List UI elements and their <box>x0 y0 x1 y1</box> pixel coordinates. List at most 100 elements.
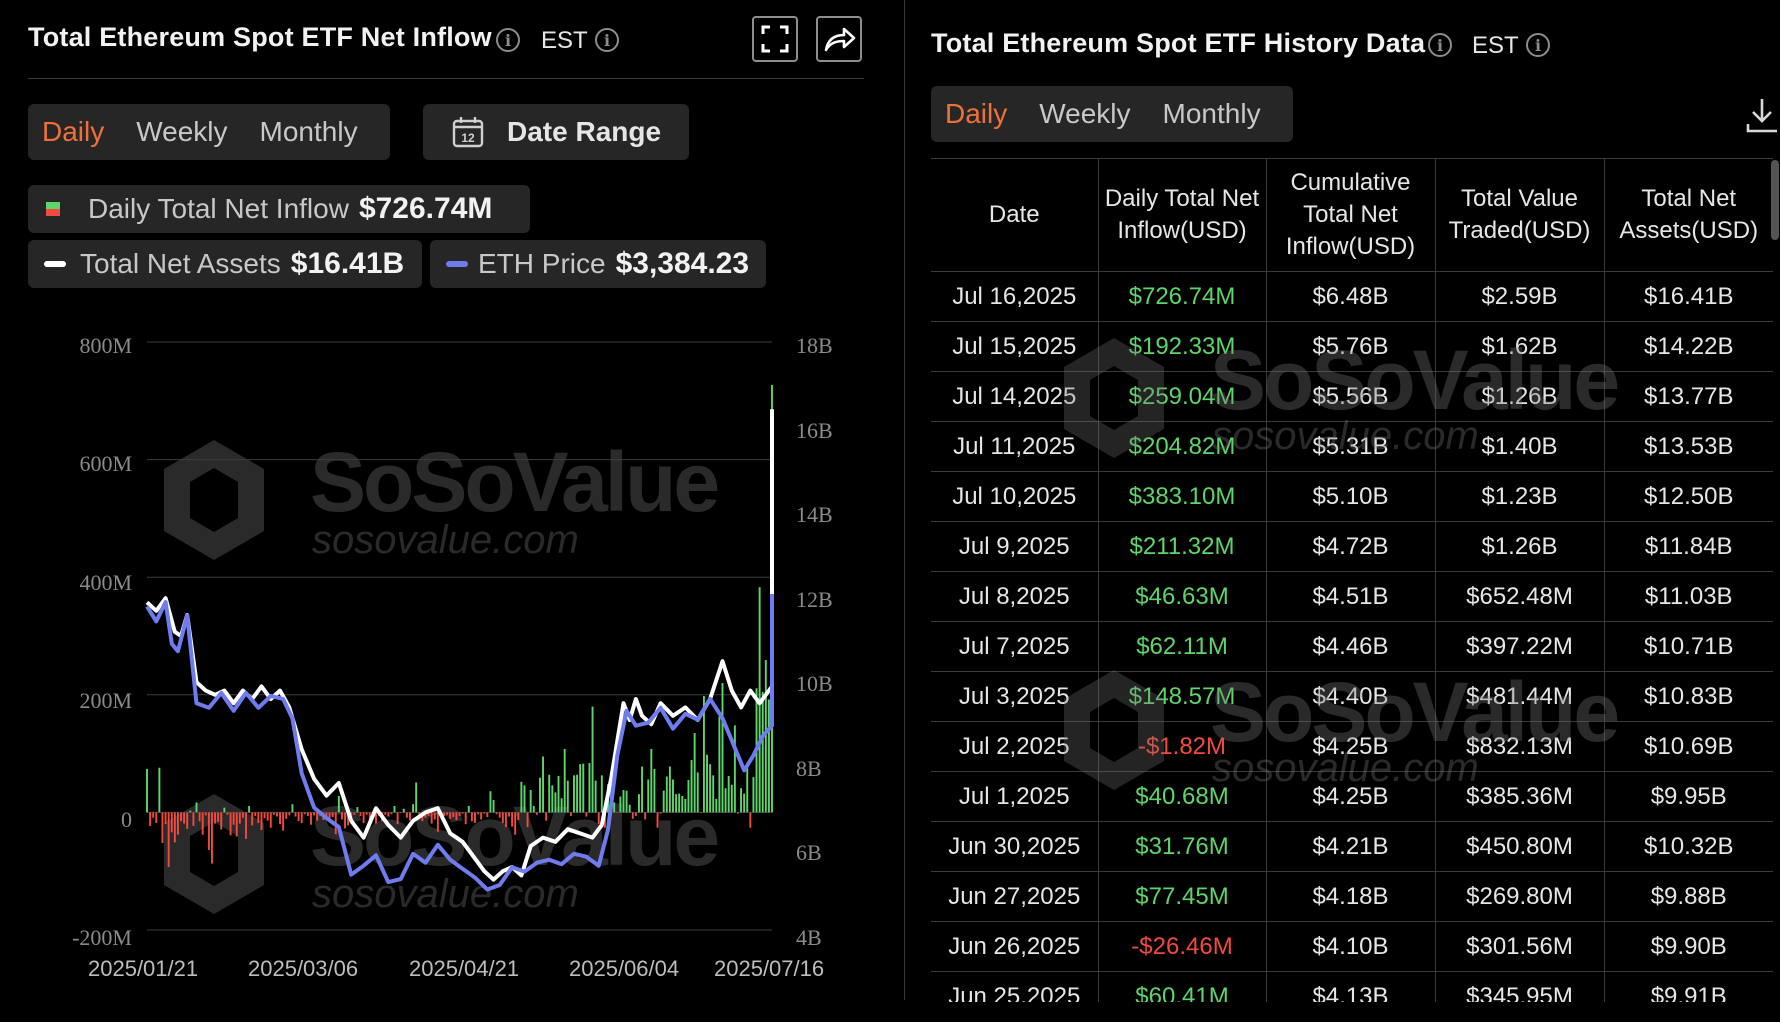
date-cell: Jul 11,2025 <box>931 421 1099 472</box>
inflow-bar <box>535 812 538 815</box>
date-range-label: Date Range <box>507 116 662 147</box>
inflow-bar <box>353 812 356 815</box>
inflow-bar <box>690 760 693 813</box>
y-right-tick: 8B <box>796 756 822 781</box>
cumulative-cell: $5.56B <box>1266 371 1436 422</box>
table-row[interactable]: Jul 15,2025 $192.33M $5.76B $1.62B $14.22B <box>931 321 1773 372</box>
inflow-cell: -$26.46M <box>1098 921 1267 972</box>
inflow-bar <box>659 812 662 814</box>
table-scrollbar[interactable] <box>1771 160 1779 240</box>
download-icon[interactable] <box>1745 96 1779 134</box>
inflow-bar <box>146 768 148 813</box>
watermark-site: sosovalue.com <box>312 872 579 916</box>
assets-cell: $13.77B <box>1604 371 1773 422</box>
history-table-container[interactable]: Date Daily Total Net Inflow(USD) Cumulat… <box>931 158 1773 1002</box>
table-row[interactable]: Jun 25,2025 $60.41M $4.13B $345.95M $9.91B <box>931 971 1773 1002</box>
chart-title: Total Ethereum Spot ETF Net Inflow <box>28 22 492 52</box>
inflow-bar <box>303 812 306 815</box>
inflow-bar <box>359 812 362 816</box>
tab-monthly[interactable]: Monthly <box>1162 98 1261 129</box>
table-row[interactable]: Jul 9,2025 $211.32M $4.72B $1.26B $11.84B <box>931 521 1773 572</box>
inflow-cell: $31.76M <box>1098 821 1267 872</box>
table-row[interactable]: Jun 30,2025 $31.76M $4.21B $450.80M $10.32B <box>931 821 1773 872</box>
table-row[interactable]: Jun 27,2025 $77.45M $4.18B $269.80M $9.88B <box>931 871 1773 922</box>
col-value-traded[interactable]: Total Value Traded(USD) <box>1435 159 1605 272</box>
fullscreen-button[interactable] <box>752 16 798 62</box>
date-cell: Jul 1,2025 <box>931 771 1099 822</box>
inflow-bar <box>375 812 377 824</box>
date-cell: Jul 16,2025 <box>931 271 1099 322</box>
tab-daily[interactable]: Daily <box>945 98 1008 129</box>
tab-weekly[interactable]: Weekly <box>1039 98 1131 129</box>
inflow-bar <box>508 812 510 817</box>
inflow-bar <box>245 812 247 839</box>
assets-cell: $14.22B <box>1604 321 1773 372</box>
calendar-day: 12 <box>461 131 475 145</box>
inflow-bar <box>251 812 254 826</box>
inflow-bar <box>672 779 674 813</box>
table-row[interactable]: Jul 11,2025 $204.82M $5.31B $1.40B $13.53B <box>931 421 1773 472</box>
assets-cell: $10.32B <box>1604 821 1773 872</box>
inflow-bar <box>557 775 560 813</box>
inflow-bar <box>616 812 619 813</box>
traded-cell: $481.44M <box>1435 671 1605 722</box>
table-row[interactable]: Jul 1,2025 $40.68M $4.25B $385.36M $9.95B <box>931 771 1773 822</box>
inflow-bar <box>526 812 529 828</box>
history-period-tabs: Daily Weekly Monthly <box>931 86 1293 142</box>
tab-monthly[interactable]: Monthly <box>259 116 358 147</box>
table-row[interactable]: Jul 3,2025 $148.57M $4.40B $481.44M $10.83B <box>931 671 1773 722</box>
tab-weekly[interactable]: Weekly <box>136 116 228 147</box>
inflow-bar <box>452 812 455 818</box>
legend-inflow[interactable]: Daily Total Net Inflow $726.74M <box>28 185 530 233</box>
inflow-cell: $192.33M <box>1098 321 1267 372</box>
legend-price[interactable]: ETH Price $3,384.23 <box>430 240 766 288</box>
timezone-info-icon[interactable]: i <box>595 28 619 52</box>
table-row[interactable]: Jul 7,2025 $62.11M $4.46B $397.22M $10.71B <box>931 621 1773 672</box>
inflow-bar <box>223 807 226 813</box>
table-row[interactable]: Jul 10,2025 $383.10M $5.10B $1.23B $12.50B <box>931 471 1773 522</box>
inflow-bar <box>529 790 532 813</box>
eth-price-line <box>145 594 774 892</box>
traded-cell: $397.22M <box>1435 621 1605 672</box>
inflow-bar <box>390 812 393 815</box>
timezone-info-icon[interactable]: i <box>1526 33 1550 57</box>
table-row[interactable]: Jul 8,2025 $46.63M $4.51B $652.48M $11.03B <box>931 571 1773 622</box>
share-button[interactable] <box>816 16 862 62</box>
inflow-bar <box>167 812 170 868</box>
inflow-bar <box>619 796 622 813</box>
date-range-button[interactable]: 12 Date Range <box>423 104 689 160</box>
inflow-bar <box>650 748 653 813</box>
inflow-bar <box>709 764 712 813</box>
inflow-bar <box>340 812 343 820</box>
table-row[interactable]: Jun 26,2025 -$26.46M $4.10B $301.56M $9.90B <box>931 921 1773 972</box>
inflow-bar <box>699 812 702 813</box>
inflow-bar <box>325 812 328 818</box>
col-date[interactable]: Date <box>931 159 1099 272</box>
inflow-bar <box>204 812 207 816</box>
table-row[interactable]: Jul 2,2025 -$1.82M $4.25B $832.13M $10.69B <box>931 721 1773 772</box>
inflow-bar <box>582 763 585 813</box>
info-icon[interactable]: i <box>496 28 520 52</box>
col-cumulative-inflow[interactable]: Cumulative Total Net Inflow(USD) <box>1266 159 1436 272</box>
watermark-logo <box>1064 338 1164 458</box>
inflow-bar <box>520 781 523 813</box>
legend-assets[interactable]: Total Net Assets $16.41B <box>28 240 422 288</box>
inflow-bar <box>399 812 402 813</box>
tab-daily[interactable]: Daily <box>42 116 105 147</box>
y-left-tick: -200M <box>72 925 132 950</box>
table-row[interactable]: Jul 16,2025 $726.74M $6.48B $2.59B $16.41B <box>931 271 1773 322</box>
watermark-site: sosovalue.com <box>312 518 579 562</box>
col-net-assets[interactable]: Total Net Assets(USD) <box>1604 159 1773 272</box>
inflow-cell: -$1.82M <box>1098 721 1267 772</box>
inflow-bar <box>721 683 724 813</box>
inflow-bar <box>248 805 251 813</box>
inflow-bar <box>269 812 272 828</box>
inflow-bar <box>356 807 359 813</box>
date-cell: Jun 25,2025 <box>931 971 1099 1002</box>
date-cell: Jul 7,2025 <box>931 621 1099 672</box>
y-left-tick: 800M <box>79 333 132 358</box>
table-row[interactable]: Jul 14,2025 $259.04M $5.56B $1.26B $13.77B <box>931 371 1773 422</box>
col-daily-inflow[interactable]: Daily Total Net Inflow(USD) <box>1098 159 1267 272</box>
assets-cell: $9.95B <box>1604 771 1773 822</box>
info-icon[interactable]: i <box>1428 33 1452 57</box>
